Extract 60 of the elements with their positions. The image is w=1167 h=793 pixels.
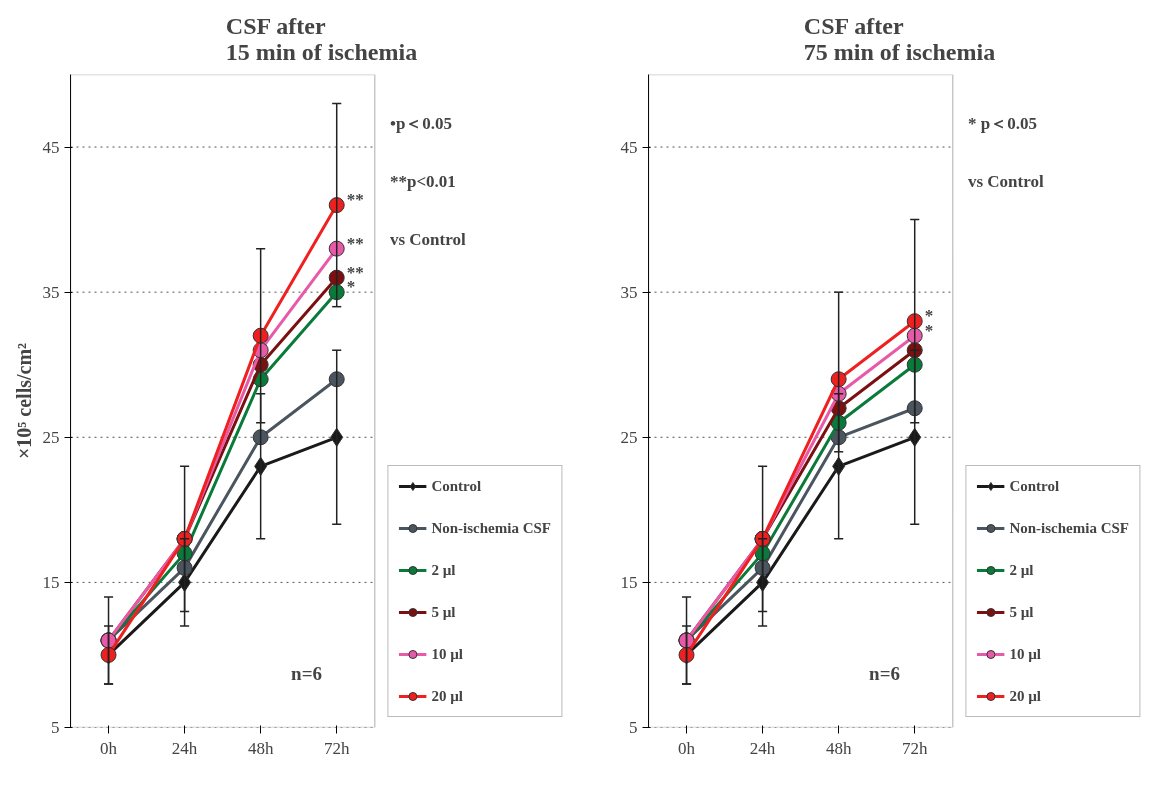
annotation: n=6 [869,662,900,684]
legend-label: 2 µl [431,561,456,579]
annotation: ** [346,233,364,253]
legend-label: 5 µl [1009,603,1034,621]
x-tick-label: 48h [825,738,852,758]
text: •p＜0.05 [389,113,453,133]
point [328,269,345,286]
y-tick-label: 25 [42,427,60,447]
legend-label: 2 µl [1009,561,1034,579]
legend-label: Control [1009,477,1060,495]
y-tick-label: 15 [620,572,638,592]
text: vs Control [967,171,1044,191]
y-tick-label: 45 [620,137,638,157]
text: * p＜0.05 [967,113,1037,133]
x-tick-label: 48h [247,738,274,758]
point [328,284,345,301]
chart-title: CSF after 15 min of ischemia [225,12,418,65]
point [906,356,923,373]
point [328,197,345,214]
x-tick-label: 72h [323,738,350,758]
point [906,313,923,330]
legend-label: 20 µl [431,687,463,705]
legend-label: 10 µl [431,645,463,663]
legend-label: 5 µl [431,603,456,621]
legend-label: Non-ischemia CSF [1009,519,1129,537]
point [254,456,268,476]
annotation: ** [346,190,364,210]
point [906,400,923,417]
text: vs Control [389,229,466,249]
point [754,559,771,576]
y-axis-title: ×10⁵ cells/cm² [12,342,35,460]
y-tick-label: 35 [42,282,60,302]
legend-label: Non-ischemia CSF [431,519,551,537]
y-tick-label: 15 [42,572,60,592]
chart-title: CSF after 75 min of ischemia [803,12,996,65]
y-tick-label: 5 [51,718,60,737]
point [830,371,847,388]
x-tick-label: 0h [678,738,696,758]
legend-label: 20 µl [1009,687,1041,705]
x-tick-label: 24h [171,738,198,758]
point [176,559,193,576]
x-tick-label: 0h [100,738,118,758]
y-tick-label: 25 [620,427,638,447]
point [328,371,345,388]
point [330,427,344,447]
x-tick-label: 72h [901,738,928,758]
point [832,456,846,476]
y-tick-label: 45 [42,137,60,157]
x-tick-label: 24h [749,738,776,758]
point [328,240,345,257]
legend-label: 10 µl [1009,645,1041,663]
point [252,429,269,446]
text: **p<0.01 [389,171,456,191]
point [252,327,269,344]
point [906,327,923,344]
annotation: n=6 [291,662,322,684]
legend-label: Control [431,477,482,495]
y-tick-label: 35 [620,282,638,302]
y-tick-label: 5 [629,718,638,737]
point [908,427,922,447]
